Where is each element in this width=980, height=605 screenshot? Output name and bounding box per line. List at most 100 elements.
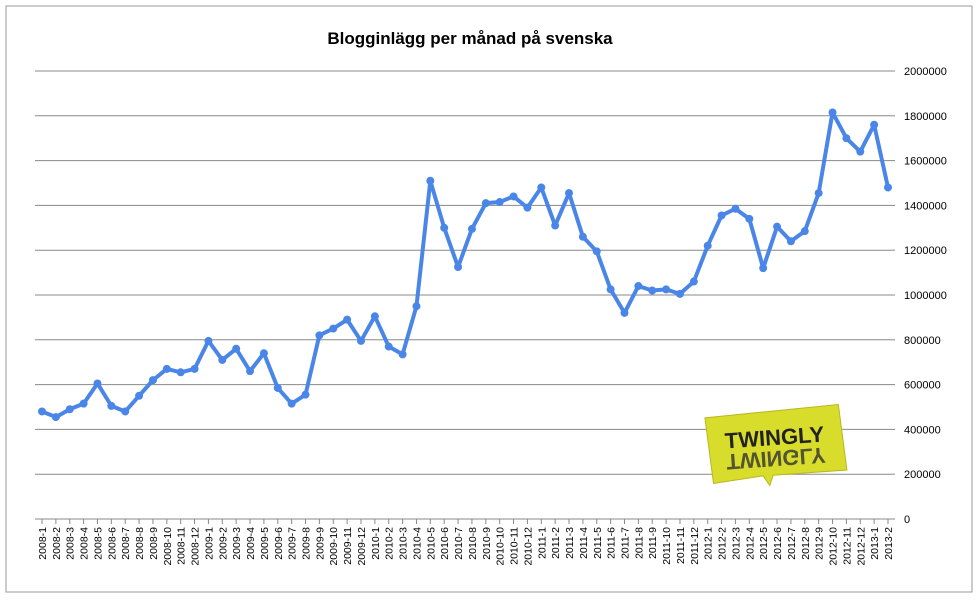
y-tick-label: 200000	[904, 469, 941, 481]
point	[287, 399, 296, 408]
point	[606, 285, 615, 294]
x-tick-label: 2008-4	[79, 527, 91, 560]
point	[759, 264, 768, 273]
x-tick-label: 2010-3	[398, 527, 410, 560]
point	[828, 108, 837, 117]
point	[884, 183, 892, 192]
y-tick-label: 1600000	[904, 156, 947, 168]
point	[190, 364, 199, 373]
x-tick-label: 2008-5	[92, 527, 104, 560]
point	[232, 344, 241, 353]
point	[246, 367, 255, 376]
point	[315, 331, 324, 340]
x-tick-label: 2009-1	[203, 527, 215, 560]
point	[135, 391, 144, 400]
point	[93, 379, 102, 388]
x-tick-label: 2010-11	[509, 527, 521, 565]
point	[370, 312, 379, 321]
point	[773, 222, 782, 231]
point	[301, 390, 310, 399]
x-tick-label: 2011-12	[689, 527, 701, 565]
point	[384, 342, 393, 351]
x-tick-label: 2010-5	[425, 527, 437, 560]
y-tick-label: 400000	[904, 424, 941, 436]
x-tick-label: 2009-8	[301, 527, 313, 560]
logo-badge	[704, 403, 848, 487]
x-tick-label: 2008-12	[190, 527, 202, 566]
x-tick-label: 2012-2	[717, 527, 729, 560]
y-tick-label: 1400000	[904, 200, 947, 212]
y-tick-label: 1800000	[904, 111, 947, 123]
point	[592, 247, 601, 256]
point	[467, 224, 476, 233]
point	[648, 286, 657, 295]
y-tick-label: 2000000	[904, 66, 947, 78]
point	[800, 227, 809, 236]
x-tick-label: 2010-4	[411, 527, 423, 560]
point	[148, 376, 157, 385]
point	[426, 176, 435, 185]
point	[551, 221, 560, 230]
chart-title: Blogginlägg per månad på svenska	[327, 29, 613, 48]
x-tick-label: 2009-6	[273, 527, 285, 560]
x-tick-label: 2011-10	[661, 527, 673, 565]
point	[38, 407, 46, 416]
x-tick-label: 2012-1	[703, 527, 715, 560]
point	[121, 407, 130, 416]
x-tick-label: 2013-1	[869, 527, 881, 560]
x-tick-label: 2008-9	[148, 527, 160, 560]
x-tick-label: 2009-3	[231, 527, 243, 560]
point	[273, 383, 282, 392]
y-tick-label: 800000	[904, 335, 941, 347]
x-tick-label: 2008-3	[65, 527, 77, 560]
x-tick-label: 2009-7	[287, 527, 299, 560]
x-tick-label: 2011-9	[647, 527, 659, 559]
point	[398, 350, 407, 359]
point	[509, 192, 518, 201]
x-tick-label: 2010-12	[522, 527, 534, 566]
x-tick-label: 2008-2	[51, 527, 63, 560]
point	[259, 349, 268, 358]
point	[107, 401, 116, 410]
point	[176, 368, 185, 377]
x-tick-label: 2013-2	[883, 527, 895, 560]
point	[162, 364, 171, 373]
x-tick-label: 2012-4	[744, 527, 756, 560]
point	[523, 203, 532, 212]
point	[565, 189, 574, 198]
x-tick-label: 2009-12	[356, 527, 368, 566]
x-tick-label: 2009-11	[342, 527, 354, 565]
x-tick-label: 2011-5	[592, 527, 604, 559]
point	[620, 308, 629, 317]
x-tick-label: 2010-10	[495, 527, 507, 566]
x-tick-label: 2012-3	[730, 527, 742, 560]
point	[662, 285, 671, 294]
point	[343, 315, 352, 324]
point	[689, 277, 698, 286]
x-tick-label: 2012-10	[828, 527, 840, 566]
x-tick-label: 2011-11	[675, 527, 687, 564]
point	[634, 282, 643, 291]
x-tick-label: 2011-4	[578, 527, 590, 559]
frame	[5, 5, 973, 593]
x-tick-label: 2011-3	[564, 527, 576, 559]
point	[204, 336, 213, 345]
x-tick-label: 2010-2	[384, 527, 396, 560]
x-tick-label: 2009-5	[259, 527, 271, 560]
x-tick-label: 2012-11	[841, 527, 853, 565]
point	[329, 324, 338, 333]
y-tick-label: 600000	[904, 380, 941, 392]
x-tick-label: 2012-6	[772, 527, 784, 560]
x-tick-label: 2009-9	[314, 527, 326, 560]
point	[412, 302, 421, 311]
point	[51, 413, 60, 422]
x-tick-label: 2010-8	[467, 527, 479, 560]
x-tick-label: 2011-8	[633, 527, 645, 559]
point	[454, 263, 463, 271]
x-tick-label: 2010-7	[453, 527, 465, 560]
x-tick-label: 2011-2	[550, 527, 562, 559]
x-tick-label: 2011-1	[536, 527, 548, 559]
point	[356, 336, 365, 345]
point	[703, 241, 712, 250]
x-tick-label: 2011-6	[606, 527, 618, 559]
